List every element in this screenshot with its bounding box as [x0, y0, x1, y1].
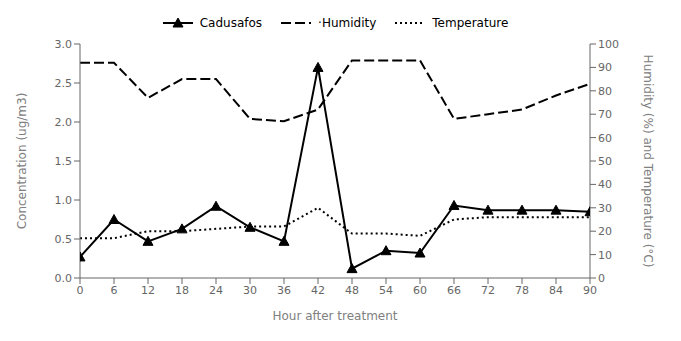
svg-text:60: 60 — [598, 132, 612, 145]
svg-text:20: 20 — [598, 225, 612, 238]
svg-text:2.5: 2.5 — [55, 77, 73, 90]
svg-text:10: 10 — [598, 249, 612, 262]
svg-text:100: 100 — [598, 38, 619, 51]
svg-text:18: 18 — [175, 284, 189, 297]
svg-text:72: 72 — [481, 284, 495, 297]
html-text:Cadusafos: Cadusafos — [199, 16, 263, 30]
svg-text:Hour after treatment: Hour after treatment — [272, 309, 397, 323]
svg-text:3.0: 3.0 — [55, 38, 73, 51]
svg-text:80: 80 — [598, 85, 612, 98]
html-text:·Humidity: ·Humidity — [318, 16, 377, 30]
svg-text:84: 84 — [549, 284, 563, 297]
svg-text:Concentration (ug/m3): Concentration (ug/m3) — [15, 93, 29, 230]
svg-text:1.5: 1.5 — [55, 155, 73, 168]
svg-text:0: 0 — [77, 284, 84, 297]
svg-text:50: 50 — [598, 155, 612, 168]
svg-text:48: 48 — [345, 284, 359, 297]
svg-text:90: 90 — [598, 61, 612, 74]
svg-text:12: 12 — [141, 284, 155, 297]
svg-text:Humidity (%) and Temperature (: Humidity (%) and Temperature (°C) — [641, 55, 655, 268]
svg-text:70: 70 — [598, 108, 612, 121]
svg-text:42: 42 — [311, 284, 325, 297]
svg-text:0.5: 0.5 — [55, 233, 73, 246]
svg-text:6: 6 — [111, 284, 118, 297]
svg-text:2.0: 2.0 — [55, 116, 73, 129]
svg-text:0: 0 — [598, 272, 605, 285]
svg-text:30: 30 — [598, 202, 612, 215]
svg-text:40: 40 — [598, 178, 612, 191]
svg-text:24: 24 — [209, 284, 223, 297]
html-text:Temperature: Temperature — [432, 16, 509, 30]
svg-text:1.0: 1.0 — [55, 194, 73, 207]
svg-text:54: 54 — [379, 284, 393, 297]
svg-text:36: 36 — [277, 284, 291, 297]
svg-text:30: 30 — [243, 284, 257, 297]
svg-text:78: 78 — [515, 284, 529, 297]
svg-text:66: 66 — [447, 284, 461, 297]
svg-text:60: 60 — [413, 284, 427, 297]
svg-text:0.0: 0.0 — [55, 272, 73, 285]
svg-text:90: 90 — [583, 284, 597, 297]
